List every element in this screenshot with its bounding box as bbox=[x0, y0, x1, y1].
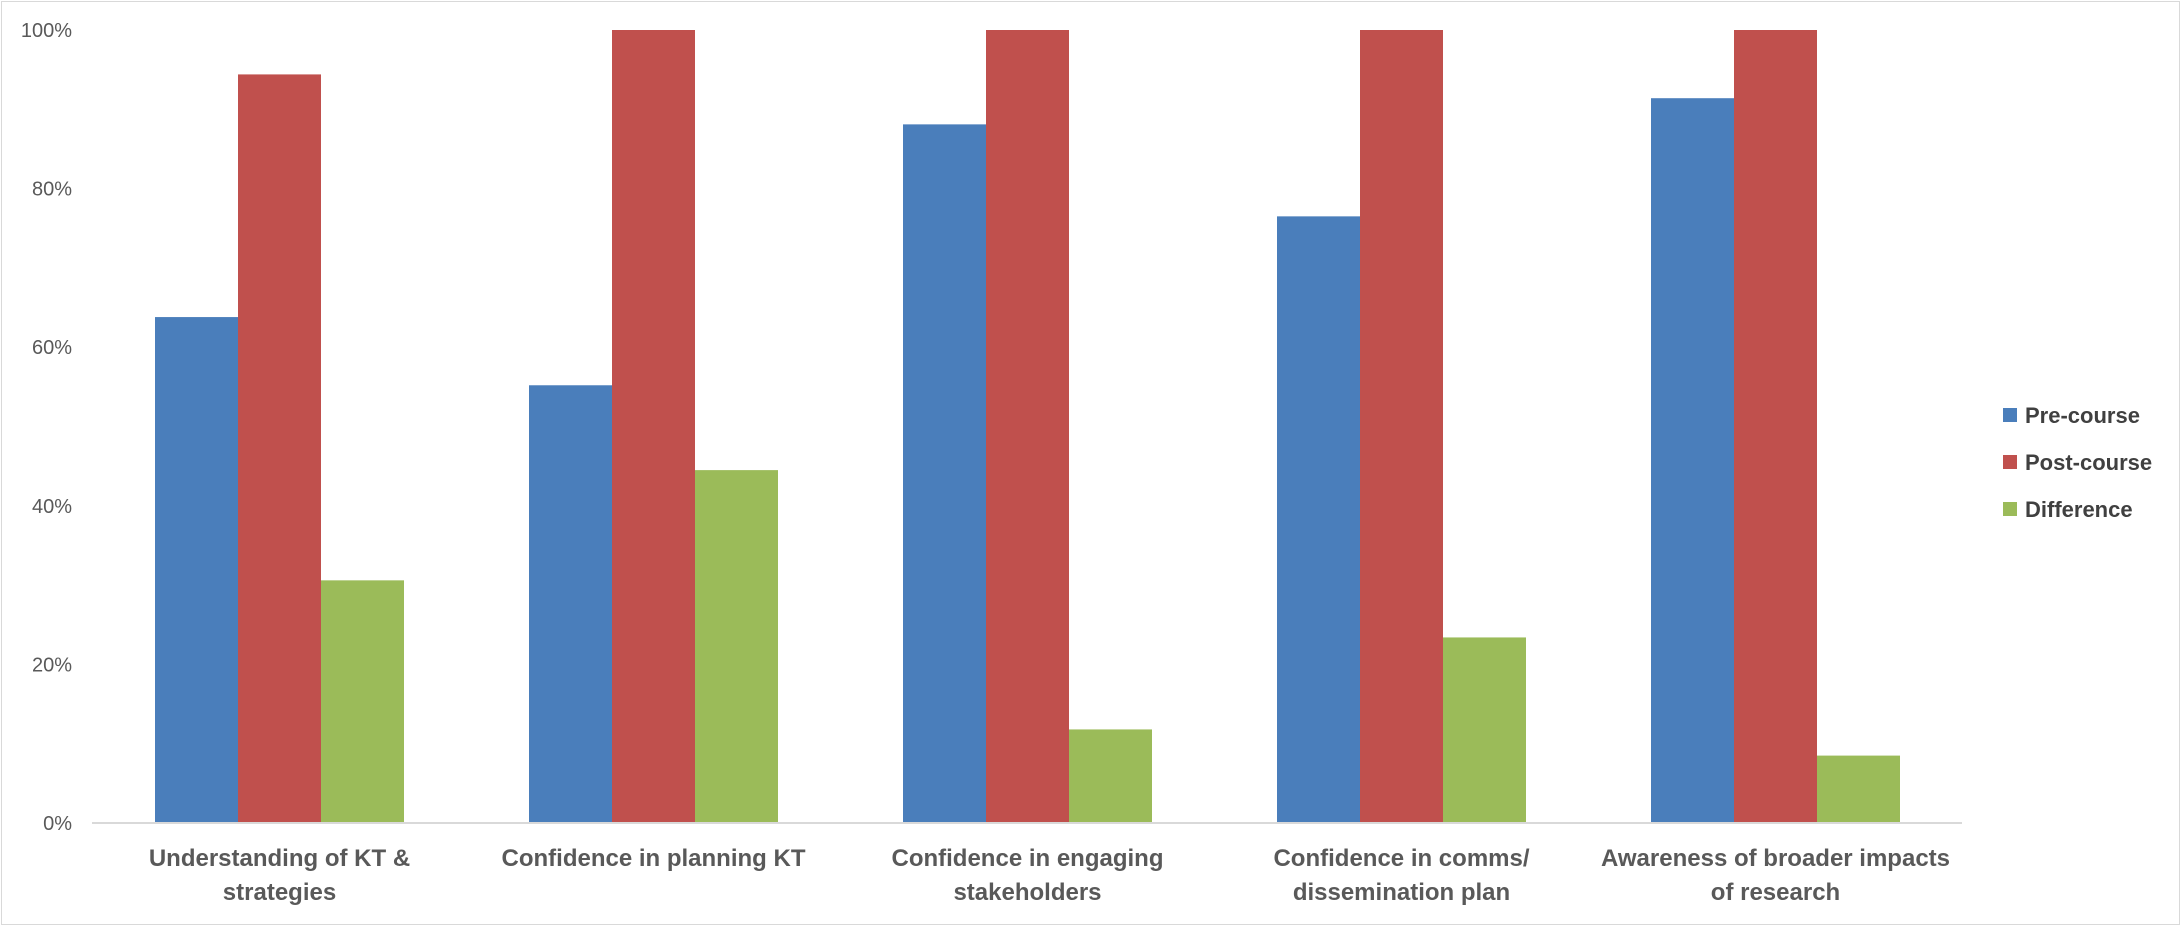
bar-post-course bbox=[612, 30, 695, 823]
legend-swatch-difference bbox=[2003, 502, 2017, 516]
x-category-label: Confidence in planning KT bbox=[502, 845, 806, 872]
bar-post-course bbox=[238, 74, 321, 823]
legend-swatch-pre-course bbox=[2003, 408, 2017, 422]
bars bbox=[155, 30, 1900, 824]
y-tick-label: 40% bbox=[32, 496, 72, 518]
legend-label-difference: Difference bbox=[2025, 497, 2133, 522]
y-tick-label: 20% bbox=[32, 654, 72, 676]
x-category-label-line: of research bbox=[1711, 879, 1840, 906]
bar-post-course bbox=[986, 30, 1069, 823]
y-tick-label: 0% bbox=[43, 813, 72, 835]
legend: Pre-course Post-course Difference bbox=[2003, 403, 2152, 522]
bar-pre-course bbox=[903, 124, 986, 823]
bar-difference bbox=[695, 470, 778, 823]
bar-difference bbox=[1069, 729, 1152, 823]
x-category-label: Awareness of broader impacts of research bbox=[1601, 845, 1950, 906]
legend-swatch-post-course bbox=[2003, 455, 2017, 469]
y-axis-tick-labels: 0% 20% 40% 60% 80% 100% bbox=[21, 20, 72, 835]
y-tick-label: 100% bbox=[21, 20, 72, 42]
bar-pre-course bbox=[1277, 216, 1360, 824]
y-tick-label: 80% bbox=[32, 179, 72, 201]
bar-difference bbox=[321, 580, 404, 823]
legend-label-post-course: Post-course bbox=[2025, 450, 2152, 475]
x-category-label-line: dissemination plan bbox=[1293, 879, 1510, 906]
bar-post-course bbox=[1360, 30, 1443, 823]
bar-pre-course bbox=[529, 385, 612, 823]
x-category-label-line: Awareness of broader impacts bbox=[1601, 845, 1950, 872]
bar-difference bbox=[1817, 755, 1900, 823]
bar-difference bbox=[1443, 637, 1526, 823]
x-category-label: Understanding of KT & strategies bbox=[149, 845, 410, 906]
x-axis-category-labels: Understanding of KT & strategies Confidenc… bbox=[149, 845, 1950, 906]
x-category-label-line: Confidence in planning KT bbox=[502, 845, 806, 872]
legend-label-pre-course: Pre-course bbox=[2025, 403, 2140, 428]
x-category-label-line: Confidence in engaging bbox=[891, 845, 1163, 872]
x-category-label: Confidence in engaging stakeholders bbox=[891, 845, 1163, 906]
y-tick-label: 60% bbox=[32, 337, 72, 359]
bar-pre-course bbox=[155, 317, 238, 823]
bar-post-course bbox=[1734, 30, 1817, 823]
x-category-label-line: Confidence in comms/ bbox=[1273, 845, 1529, 872]
x-category-label: Confidence in comms/dissemination plan bbox=[1273, 845, 1529, 906]
x-category-label-line: stakeholders bbox=[953, 879, 1101, 906]
x-category-label-line: Understanding of KT & bbox=[149, 845, 410, 872]
x-category-label-line: strategies bbox=[223, 879, 336, 906]
bar-pre-course bbox=[1651, 98, 1734, 823]
